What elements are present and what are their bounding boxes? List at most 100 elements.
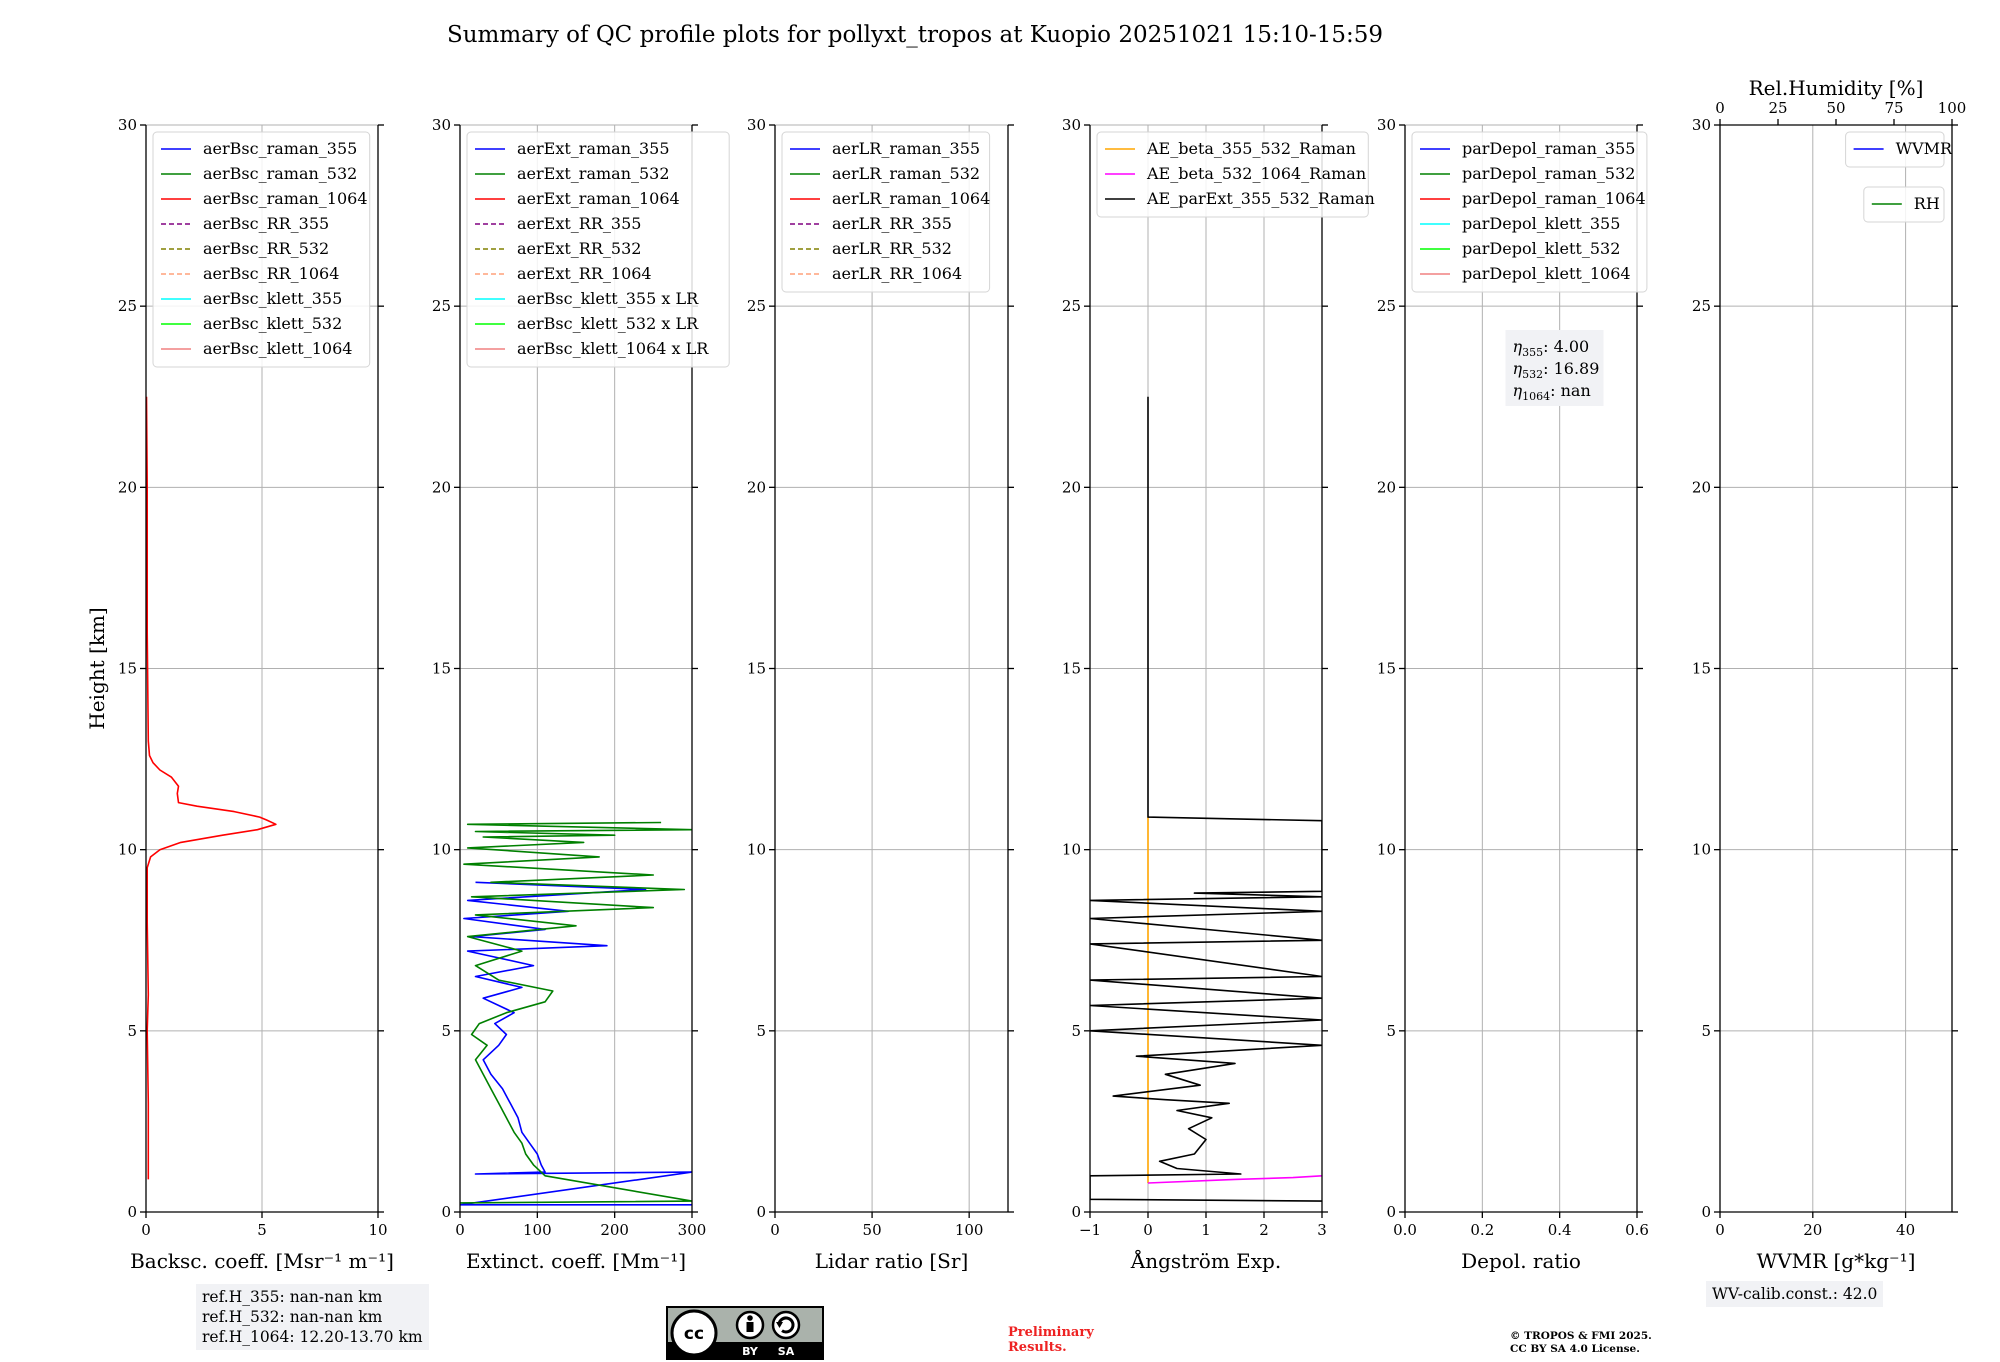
legend-entry: aerBsc_klett_1064 x LR xyxy=(517,339,709,358)
x-tick-label: 0.0 xyxy=(1393,1221,1417,1239)
legend-entry: AE_parExt_355_532_Raman xyxy=(1146,189,1375,208)
y-tick-label: 10 xyxy=(432,841,451,859)
legend-entry: WVMR xyxy=(1896,139,1953,158)
y-tick-label: 20 xyxy=(747,478,766,496)
eta-value: η532: 16.89 xyxy=(1513,359,1600,381)
legend-entry: aerLR_RR_355 xyxy=(832,214,952,233)
y-tick-label: 10 xyxy=(747,841,766,859)
y-tick-label: 10 xyxy=(1062,841,1081,859)
legend-entry: aerBsc_klett_532 xyxy=(203,314,342,333)
legend-entry: AE_beta_355_532_Raman xyxy=(1146,139,1356,158)
y-tick-label: 10 xyxy=(1377,841,1396,859)
legend-lidar_ratio: aerLR_raman_355 aerLR_raman_532 aerLR_rama… xyxy=(781,131,991,293)
y-tick-label: 30 xyxy=(118,116,137,134)
x-axis-label: Ångström Exp. xyxy=(1130,1248,1281,1273)
legend-entry: aerBsc_klett_355 xyxy=(203,289,342,308)
by-label: BY xyxy=(742,1345,759,1358)
y-tick-label: 5 xyxy=(1386,1022,1396,1040)
x-tick-label: 10 xyxy=(368,1221,387,1239)
y-tick-label: 5 xyxy=(1701,1022,1711,1040)
eta-value: η355: 4.00 xyxy=(1513,337,1590,359)
y-tick-label: 20 xyxy=(118,478,137,496)
legend-entry: aerBsc_raman_1064 xyxy=(203,189,368,208)
y-tick-label: 25 xyxy=(118,297,137,315)
copyright-line-2: CC BY SA 4.0 License. xyxy=(1510,1343,1640,1355)
legend-entry: aerExt_raman_1064 xyxy=(517,189,680,208)
y-tick-label: 25 xyxy=(747,297,766,315)
legend-frame xyxy=(781,131,991,293)
legend-entry: RH xyxy=(1914,194,1940,213)
x-axis-label: Extinct. coeff. [Mm⁻¹] xyxy=(466,1249,686,1273)
cc-text: cc xyxy=(684,1324,704,1344)
x-tick-label: 100 xyxy=(523,1221,552,1239)
legend-entry: aerBsc_RR_355 xyxy=(203,214,329,233)
x-tick-label: 0 xyxy=(770,1221,780,1239)
legend-entry: parDepol_raman_532 xyxy=(1462,164,1635,183)
legend-entry: parDepol_klett_1064 xyxy=(1462,264,1631,283)
x-tick-label: 0 xyxy=(1715,1221,1725,1239)
x-tick-label: 100 xyxy=(955,1221,984,1239)
y-tick-label: 10 xyxy=(118,841,137,859)
y-tick-label: 30 xyxy=(1377,116,1396,134)
sa-share-icon xyxy=(771,1310,801,1340)
x-tick-label: 0 xyxy=(141,1221,151,1239)
x-tick-label: 20 xyxy=(1803,1221,1822,1239)
legend-entry: aerExt_RR_355 xyxy=(517,214,641,233)
legend-entry: aerBsc_RR_1064 xyxy=(203,264,339,283)
x-tick-label: 40 xyxy=(1896,1221,1915,1239)
legend-entry: aerBsc_raman_355 xyxy=(203,139,357,158)
series-AE_parExt_355_532_Raman xyxy=(1090,396,1322,1202)
legend-frame xyxy=(1845,131,1945,168)
y-tick-label: 15 xyxy=(1062,660,1081,678)
legend-frame xyxy=(466,131,730,368)
ref-height-box: ref.H_355: nan-nan km ref.H_532: nan-nan… xyxy=(196,1284,429,1350)
panel-depolarization: 0 5 10 15 20 25 30 0.0 0.2 0.4 0.6 Depol. ratio parD… xyxy=(1377,116,1649,1273)
legend-depolarization: parDepol_raman_355 parDepol_raman_532 parD… xyxy=(1411,131,1648,293)
x-tick-label: 5 xyxy=(257,1221,267,1239)
legend-entry: aerLR_RR_1064 xyxy=(832,264,962,283)
y-tick-label: 20 xyxy=(432,478,451,496)
legend-entry: aerExt_raman_532 xyxy=(517,164,670,183)
legend-frame xyxy=(1096,131,1369,218)
legend-entry: aerLR_raman_355 xyxy=(832,139,980,158)
y-tick-label: 0 xyxy=(127,1203,137,1221)
x-tick-label: 0.4 xyxy=(1548,1221,1572,1239)
legend-entry: aerBsc_klett_532 x LR xyxy=(517,314,699,333)
series-aerExt_raman_355 xyxy=(460,881,692,1206)
legend-frame xyxy=(1863,186,1945,223)
legend-entry: aerLR_raman_1064 xyxy=(832,189,990,208)
y-tick-label: 25 xyxy=(1377,297,1396,315)
y-tick-label: 5 xyxy=(756,1022,766,1040)
legend-entry: aerExt_raman_355 xyxy=(517,139,670,158)
y-tick-label: 15 xyxy=(118,660,137,678)
x-tick-label: 1 xyxy=(1201,1221,1211,1239)
x-axis-label: WVMR [g*kg⁻¹] xyxy=(1757,1249,1916,1273)
y-tick-label: 25 xyxy=(432,297,451,315)
y-tick-label: 0 xyxy=(1386,1203,1396,1221)
x-tick-label: 200 xyxy=(600,1221,629,1239)
top-x-tick-label: 50 xyxy=(1826,99,1845,117)
preliminary-line-2: Results. xyxy=(1008,1340,1067,1355)
series-aerExt_raman_532 xyxy=(460,821,692,1204)
top-x-tick-label: 25 xyxy=(1768,99,1787,117)
y-tick-label: 0 xyxy=(756,1203,766,1221)
x-axis-label: Backsc. coeff. [Msr⁻¹ m⁻¹] xyxy=(130,1249,394,1273)
y-tick-label: 10 xyxy=(1692,841,1711,859)
preliminary-line-1: Preliminary xyxy=(1008,1325,1094,1340)
legend-entry: aerExt_RR_1064 xyxy=(517,264,652,283)
legend2-water_vapor: RH xyxy=(1863,186,1945,223)
legend-water_vapor: WVMR xyxy=(1845,131,1953,168)
x-tick-label: −1 xyxy=(1079,1221,1101,1239)
series-aerBsc_raman_1064 xyxy=(146,396,277,1180)
wv-calib-const: WV-calib.const.: 42.0 xyxy=(1712,1285,1878,1303)
cc-license-badge: cc BY SA xyxy=(666,1306,824,1360)
x-tick-label: 2 xyxy=(1259,1221,1269,1239)
copyright-note: © TROPOS & FMI 2025. CC BY SA 4.0 Licens… xyxy=(1510,1330,1652,1356)
legend-angstrom: AE_beta_355_532_Raman AE_beta_532_1064_Ra… xyxy=(1096,131,1375,218)
cc-icon xyxy=(670,1309,718,1357)
legend-entry: aerBsc_klett_1064 xyxy=(203,339,352,358)
x-tick-label: 0.2 xyxy=(1470,1221,1494,1239)
preliminary-results-note: Preliminary Results. xyxy=(1008,1325,1094,1355)
y-tick-label: 15 xyxy=(1377,660,1396,678)
